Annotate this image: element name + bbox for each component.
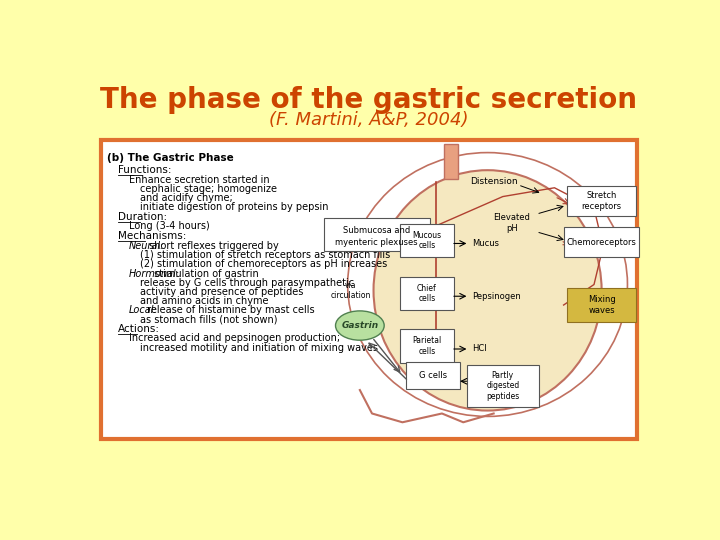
Text: Chemoreceptors: Chemoreceptors xyxy=(567,238,636,246)
Text: (1) stimulation of stretch receptors as stomach fills: (1) stimulation of stretch receptors as … xyxy=(140,250,390,260)
Text: stimulation of gastrin: stimulation of gastrin xyxy=(151,268,258,279)
Text: Actions:: Actions: xyxy=(118,324,160,334)
Text: Gastrin: Gastrin xyxy=(341,321,379,330)
FancyBboxPatch shape xyxy=(444,144,458,179)
Text: Mechanisms:: Mechanisms: xyxy=(118,231,186,241)
Text: and acidify chyme;: and acidify chyme; xyxy=(140,193,233,203)
Text: Increased acid and pepsinogen production;: Increased acid and pepsinogen production… xyxy=(129,333,340,343)
Text: Mixing
waves: Mixing waves xyxy=(588,295,616,315)
Text: Parietal
cells: Parietal cells xyxy=(412,336,441,356)
Text: HCl: HCl xyxy=(472,345,487,354)
Text: as stomach fills (not shown): as stomach fills (not shown) xyxy=(140,314,278,324)
Text: Functions:: Functions: xyxy=(118,165,171,174)
FancyBboxPatch shape xyxy=(564,227,639,257)
Text: Mucous
cells: Mucous cells xyxy=(412,231,441,250)
Text: Long (3-4 hours): Long (3-4 hours) xyxy=(129,221,210,231)
Text: G cells: G cells xyxy=(419,371,447,380)
FancyBboxPatch shape xyxy=(400,276,454,310)
Text: Duration:: Duration: xyxy=(118,212,167,222)
Text: and amino acids in chyme: and amino acids in chyme xyxy=(140,296,269,306)
Ellipse shape xyxy=(336,311,384,340)
Text: cephalic stage; homogenize: cephalic stage; homogenize xyxy=(140,184,277,194)
Text: activity and presence of peptides: activity and presence of peptides xyxy=(140,287,304,297)
Text: Neural:: Neural: xyxy=(129,241,164,251)
FancyBboxPatch shape xyxy=(567,186,636,216)
Text: (b) The Gastric Phase: (b) The Gastric Phase xyxy=(107,153,233,164)
Text: Hormonal:: Hormonal: xyxy=(129,268,180,279)
Text: Mucus: Mucus xyxy=(472,239,500,248)
Text: The phase of the gastric secretion: The phase of the gastric secretion xyxy=(101,86,637,114)
Ellipse shape xyxy=(374,170,602,410)
FancyBboxPatch shape xyxy=(101,140,637,439)
Text: Elevated
pH: Elevated pH xyxy=(493,213,531,233)
Text: Distension: Distension xyxy=(470,178,518,186)
Text: increased motility and initiation of mixing waves: increased motility and initiation of mix… xyxy=(140,342,378,353)
Text: (2) stimulation of chemoreceptors as pH increases: (2) stimulation of chemoreceptors as pH … xyxy=(140,259,387,269)
Text: via
circulation: via circulation xyxy=(330,281,371,300)
Text: short reflexes triggered by: short reflexes triggered by xyxy=(146,241,279,251)
Text: Submucosa and: Submucosa and xyxy=(343,226,410,235)
Text: myenteric plexuses: myenteric plexuses xyxy=(336,238,418,246)
FancyBboxPatch shape xyxy=(323,218,430,252)
Text: Pepsinogen: Pepsinogen xyxy=(472,292,521,301)
FancyBboxPatch shape xyxy=(400,224,454,257)
Text: (F. Martini, A&P, 2004): (F. Martini, A&P, 2004) xyxy=(269,111,469,129)
FancyBboxPatch shape xyxy=(405,362,460,389)
Text: Chief
cells: Chief cells xyxy=(417,284,436,303)
Text: release of histamine by mast cells: release of histamine by mast cells xyxy=(143,305,314,315)
Text: Enhance secretion started in: Enhance secretion started in xyxy=(129,174,270,185)
Text: Partly
digested
peptides: Partly digested peptides xyxy=(486,371,519,401)
Text: initiate digestion of proteins by pepsin: initiate digestion of proteins by pepsin xyxy=(140,202,329,212)
FancyBboxPatch shape xyxy=(467,364,539,407)
Text: Stretch
receptors: Stretch receptors xyxy=(582,191,621,211)
Text: release by G cells through parasympathetic: release by G cells through parasympathet… xyxy=(140,278,354,288)
Text: Local:: Local: xyxy=(129,305,158,315)
FancyBboxPatch shape xyxy=(400,329,454,363)
FancyBboxPatch shape xyxy=(567,288,636,322)
